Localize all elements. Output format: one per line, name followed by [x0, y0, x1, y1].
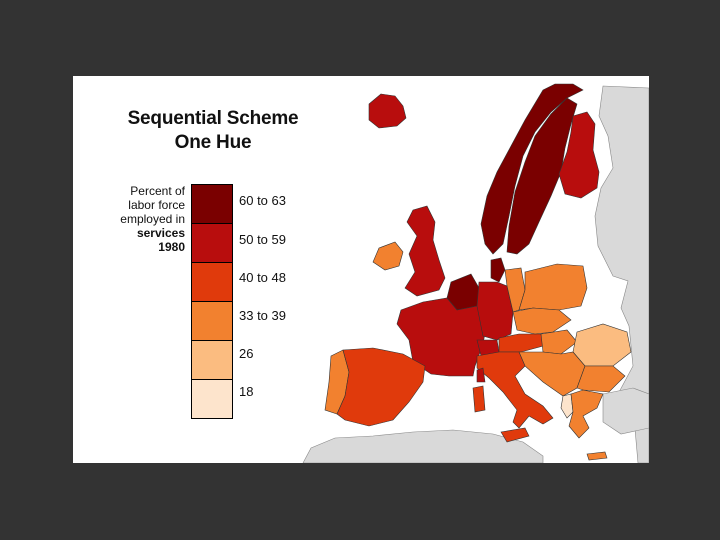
legend-swatch: [192, 380, 232, 418]
no-data-land-east: [594, 85, 649, 463]
no-data-land-africa: [302, 429, 544, 463]
no-data-land-turkey: [602, 387, 649, 435]
legend-caption-line: employed in: [120, 212, 185, 226]
legend-swatch: [192, 302, 232, 341]
legend-label: 33 to 39: [239, 308, 286, 323]
legend-swatch: [192, 341, 232, 380]
region-italy: [476, 351, 554, 429]
legend-caption: Percent of labor force employed in servi…: [95, 184, 185, 254]
region-hungary: [540, 329, 578, 355]
region-uk: [404, 205, 446, 297]
region-finland: [558, 111, 600, 199]
region-west-germany: [476, 281, 514, 341]
legend-label: 50 to 59: [239, 232, 286, 247]
legend-label: 18: [239, 384, 254, 399]
region-greece: [568, 389, 604, 439]
legend-swatch: [192, 263, 232, 302]
legend-swatch: [192, 185, 232, 224]
legend-label: 60 to 63: [239, 193, 286, 208]
legend-caption-year: 1980: [158, 240, 185, 254]
region-yugoslavia: [518, 351, 586, 397]
europe-map: [302, 83, 649, 463]
region-poland: [518, 263, 588, 311]
region-bulgaria: [576, 365, 626, 393]
region-albania: [560, 393, 574, 419]
legend-caption-line: Percent of: [130, 184, 185, 198]
region-iceland: [368, 93, 407, 129]
legend-caption-line: labor force: [128, 198, 185, 212]
legend-label: 40 to 48: [239, 270, 286, 285]
map-title-line2: One Hue: [174, 132, 252, 153]
map-title-line1: Sequential Scheme: [127, 108, 299, 129]
region-corsica: [476, 367, 486, 383]
legend-swatches: [191, 184, 233, 419]
legend-swatch: [192, 224, 232, 263]
region-romania: [572, 323, 632, 367]
map-title: Sequential Scheme One Hue: [93, 107, 333, 155]
region-france: [396, 297, 488, 377]
region-austria: [498, 333, 544, 353]
region-ireland: [372, 241, 404, 271]
legend-label: 26: [239, 346, 254, 361]
region-norway: [480, 83, 584, 255]
legend-caption-variable: services: [136, 226, 185, 240]
region-spain: [336, 347, 426, 427]
region-sardinia: [472, 385, 486, 413]
region-sicily: [500, 427, 530, 443]
region-crete: [586, 451, 608, 461]
map-frame: Sequential Scheme One Hue Percent of lab…: [73, 76, 649, 463]
region-sweden: [506, 97, 578, 255]
region-denmark: [490, 257, 506, 283]
region-czechoslovakia: [512, 307, 572, 335]
